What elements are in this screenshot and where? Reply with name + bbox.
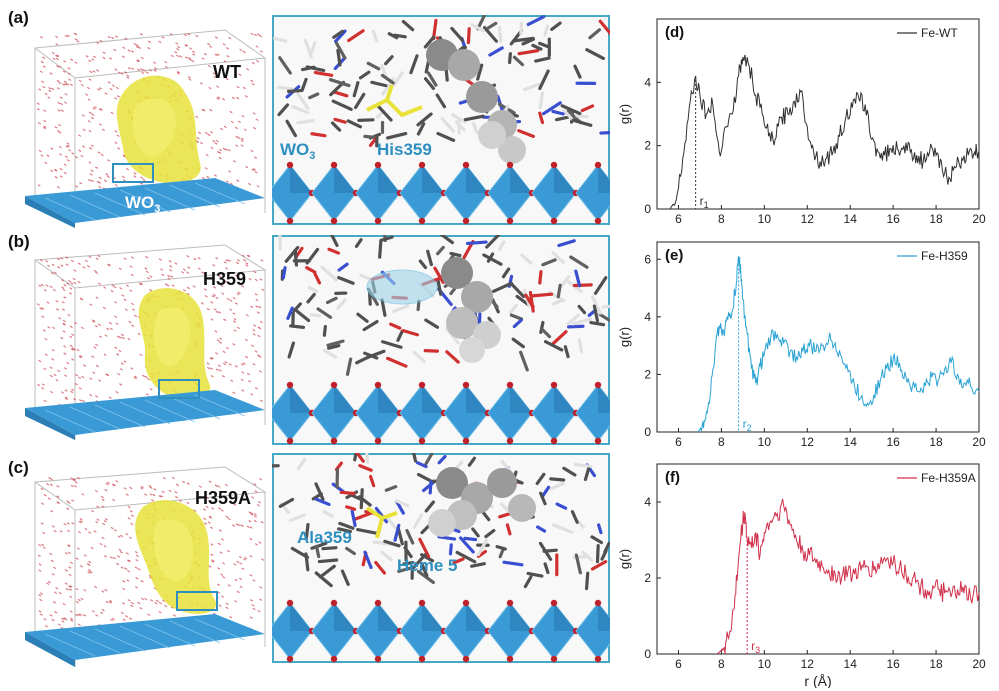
zoom-label-heme5: Heme 5 xyxy=(397,556,457,575)
yellow-residue xyxy=(366,84,423,118)
x-tick-label: 14 xyxy=(844,212,858,226)
plot-frame xyxy=(656,18,980,210)
wo3-crystal-slab xyxy=(25,178,265,228)
panel-letter-b: (b) xyxy=(8,232,30,251)
wo3-crystal-slab xyxy=(25,614,265,667)
zoom-region-box xyxy=(112,163,154,183)
protein-blob xyxy=(138,288,211,400)
x-tick-label: 16 xyxy=(886,212,900,226)
x-tick-label: 16 xyxy=(886,435,900,449)
x-tick-label: 20 xyxy=(972,212,986,226)
md-label-h359: H359 xyxy=(203,269,246,289)
protein-stick-model xyxy=(278,235,610,376)
zoom-label-ala359: Ala359 xyxy=(297,528,352,547)
heme-spheres xyxy=(441,257,501,363)
wo3-octahedra xyxy=(272,381,610,445)
y-axis-label: g(r) xyxy=(617,104,632,124)
x-tick-label: 18 xyxy=(929,435,943,449)
panel-letter: (f) xyxy=(665,469,680,486)
legend-label: Fe-H359A xyxy=(921,471,976,485)
x-tick-label: 20 xyxy=(972,435,986,449)
x-tick-label: 10 xyxy=(758,435,772,449)
zoom-label-wo3: WO3 xyxy=(280,140,315,162)
heme-spheres xyxy=(428,467,536,537)
gr-plot-fe-h359a: 6 8 10 12 14 16 18 20 0 2 4 g(r) r (Å) (f) Fe-H359A r3 xyxy=(617,463,986,688)
x-tick-label: 18 xyxy=(929,657,943,671)
x-tick-label: 10 xyxy=(758,657,772,671)
x-axis-label: r (Å) xyxy=(804,673,831,688)
zoom-region-box xyxy=(176,591,218,611)
md-label-h359a: H359A xyxy=(195,488,251,508)
y-tick-label: 2 xyxy=(644,367,651,381)
box-outline xyxy=(33,466,267,667)
x-tick-label: 14 xyxy=(844,657,858,671)
zoom-label-his359: His359 xyxy=(377,140,432,159)
legend: Fe-H359A xyxy=(897,471,976,485)
legend-label: Fe-H359 xyxy=(921,249,968,263)
series-line xyxy=(716,498,980,655)
x-tick-label: 12 xyxy=(801,435,815,449)
zoom-panel-h359a: Ala359 Heme 5 xyxy=(272,453,610,663)
md-substrate-label: WO3 xyxy=(125,193,160,215)
protein-blob xyxy=(135,500,217,614)
legend: Fe-WT xyxy=(897,26,958,40)
x-tick-label: 10 xyxy=(758,212,772,226)
marker-label: r1 xyxy=(700,194,709,210)
y-tick-label: 2 xyxy=(644,571,651,585)
x-tick-label: 8 xyxy=(718,435,725,449)
x-tick-label: 6 xyxy=(675,212,682,226)
panel-letter: (e) xyxy=(665,247,683,264)
x-tick-label: 8 xyxy=(718,212,725,226)
y-tick-label: 6 xyxy=(644,252,651,266)
plot-frame xyxy=(656,241,980,433)
wo3-octahedra xyxy=(272,599,610,663)
wo3-crystal-slab xyxy=(25,390,265,440)
marker-label: r2 xyxy=(743,417,752,433)
protein-stick-model xyxy=(273,15,610,148)
legend: Fe-H359 xyxy=(897,249,968,263)
zoom-panel-wt: WO3 His359 xyxy=(272,15,610,225)
box-outline xyxy=(33,244,267,440)
y-tick-label: 0 xyxy=(644,647,651,661)
md-box-h359: H359 xyxy=(25,244,267,440)
x-tick-label: 6 xyxy=(675,657,682,671)
yellow-residue xyxy=(365,506,398,539)
plot-frame xyxy=(656,463,980,655)
y-tick-label: 0 xyxy=(644,425,651,439)
x-tick-label: 16 xyxy=(886,657,900,671)
y-axis-label: g(r) xyxy=(617,549,632,569)
y-tick-label: 4 xyxy=(644,75,651,89)
series-line xyxy=(669,54,980,210)
y-tick-label: 0 xyxy=(644,202,651,216)
zoom-region-box xyxy=(158,379,200,399)
y-tick-label: 4 xyxy=(644,310,651,324)
gr-plot-fe-h359: 6 8 10 12 14 16 18 20 0 2 4 6 g(r) (e) Fe-H359 r2 xyxy=(617,241,986,449)
y-tick-label: 4 xyxy=(644,495,651,509)
md-label-wt: WT xyxy=(213,62,241,82)
y-tick-label: 2 xyxy=(644,139,651,153)
zoom-panel-h359 xyxy=(272,235,610,445)
panel-letter-c: (c) xyxy=(8,458,29,477)
x-tick-label: 12 xyxy=(801,212,815,226)
x-tick-label: 18 xyxy=(929,212,943,226)
highlight-ellipse xyxy=(366,269,438,305)
series-line xyxy=(697,256,980,433)
panel-letter: (d) xyxy=(665,24,684,41)
y-axis-label: g(r) xyxy=(617,327,632,347)
x-tick-label: 14 xyxy=(844,435,858,449)
x-tick-label: 20 xyxy=(972,657,986,671)
md-box-wt: WT WO3 xyxy=(25,29,267,228)
gr-plot-fe-wt: 6 8 10 12 14 16 18 20 0 2 4 g(r) (d) Fe-WT r1 xyxy=(617,18,986,226)
x-tick-label: 8 xyxy=(718,657,725,671)
panel-letter-a: (a) xyxy=(8,8,29,27)
marker-label: r3 xyxy=(751,639,760,655)
x-tick-label: 6 xyxy=(675,435,682,449)
heme-spheres xyxy=(426,39,526,164)
protein-blob xyxy=(116,75,201,184)
legend-label: Fe-WT xyxy=(921,26,958,40)
x-tick-label: 12 xyxy=(801,657,815,671)
md-box-h359a: H359A xyxy=(25,466,267,667)
wo3-octahedra xyxy=(272,161,610,225)
